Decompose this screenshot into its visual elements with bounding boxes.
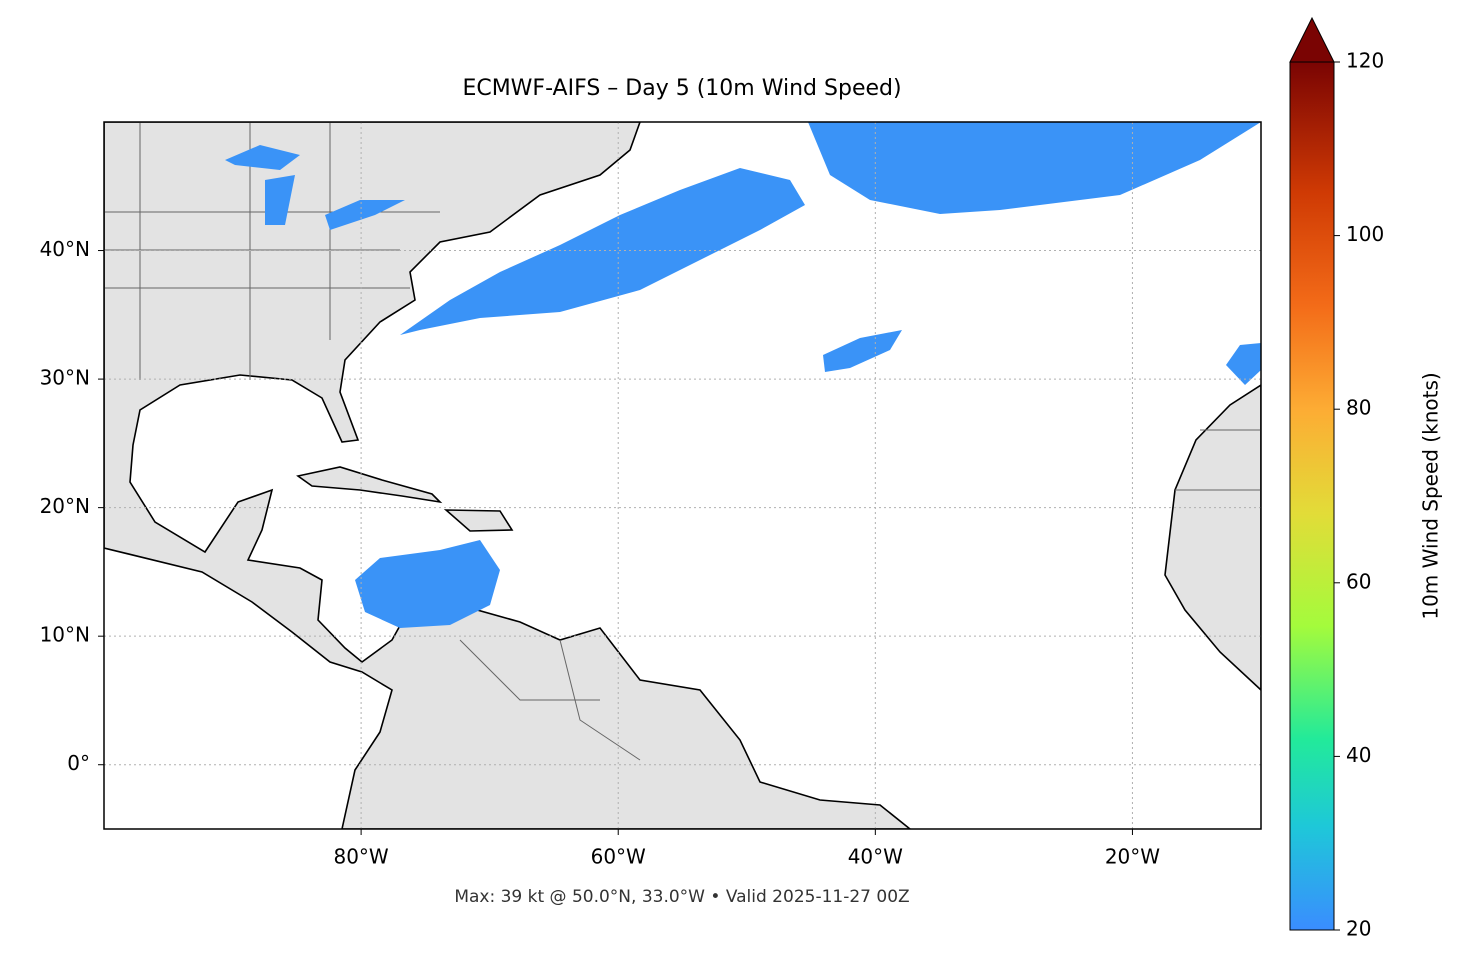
colorbar-label: 10m Wind Speed (knots) <box>1419 372 1443 619</box>
hispaniola <box>443 509 514 532</box>
americas <box>104 122 912 829</box>
colorbar-tick-label: 20 <box>1346 917 1371 941</box>
x-tick-label: 80°W <box>333 845 388 869</box>
colorbar-tick-label: 120 <box>1346 49 1384 73</box>
wind-area <box>355 540 500 628</box>
wind-area <box>1226 343 1261 385</box>
cuba <box>296 466 443 504</box>
colorbar-extend <box>1289 16 1335 63</box>
map-frame <box>103 121 1262 830</box>
x-tick-label: 40°W <box>848 845 903 869</box>
colorbar-tick-label: 80 <box>1346 396 1371 420</box>
colorbar-tick-label: 100 <box>1346 222 1384 246</box>
wind-area <box>823 330 902 372</box>
colorbar-tick-label: 40 <box>1346 743 1371 767</box>
x-tick-label: 20°W <box>1105 845 1160 869</box>
x-tick-label: 60°W <box>591 845 646 869</box>
y-tick-label: 0° <box>67 751 90 775</box>
wind-area <box>400 168 805 335</box>
chart-title: ECMWF-AIFS – Day 5 (10m Wind Speed) <box>462 76 901 101</box>
colorbar-tick-label: 60 <box>1346 569 1371 593</box>
y-tick-label: 40°N <box>40 237 90 261</box>
footnote: Max: 39 kt @ 50.0°N, 33.0°W • Valid 2025… <box>454 887 909 907</box>
map <box>104 122 1261 829</box>
y-tick-label: 20°N <box>40 494 90 518</box>
y-tick-label: 30°N <box>40 366 90 390</box>
colorbar <box>1289 61 1335 931</box>
y-tick-label: 10°N <box>40 623 90 647</box>
africa <box>1164 384 1261 692</box>
wind-area <box>225 145 405 230</box>
wind-area <box>808 122 1261 214</box>
